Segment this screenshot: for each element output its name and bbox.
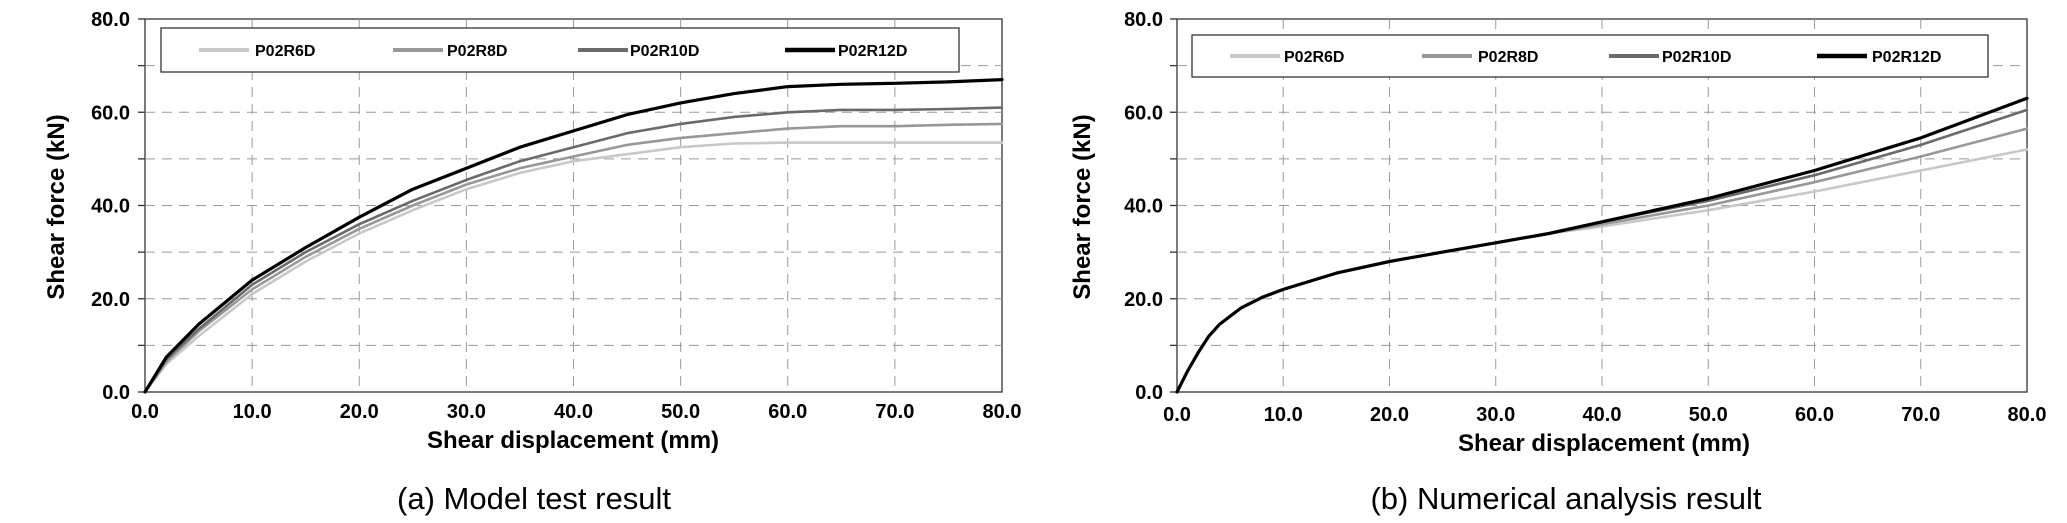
y-tick-label: 40.0 bbox=[1124, 196, 1163, 218]
legend-label: P02R12D bbox=[1872, 49, 1941, 66]
x-tick-label: 30.0 bbox=[1476, 404, 1515, 426]
legend-label: P02R10D bbox=[630, 43, 699, 60]
y-axis-title: Shear force (kN) bbox=[1069, 114, 1096, 299]
legend: P02R6D P02R8D P02R10D P02R12D bbox=[1191, 34, 1989, 78]
x-tick-label: 40.0 bbox=[1583, 404, 1622, 426]
x-tick-label: 0.0 bbox=[1163, 404, 1191, 426]
legend-label: P02R12D bbox=[838, 43, 907, 60]
y-axis-title: Shear force (kN) bbox=[43, 114, 70, 299]
x-tick-label: 20.0 bbox=[340, 401, 379, 423]
series-line-p02r12d bbox=[1175, 96, 2029, 394]
x-tick-label: 60.0 bbox=[768, 401, 807, 423]
x-axis-title: Shear displacement (mm) bbox=[427, 427, 719, 454]
x-tick-label: 80.0 bbox=[2008, 404, 2047, 426]
series-line-p02r8d bbox=[143, 122, 1004, 394]
y-tick-label: 0.0 bbox=[102, 382, 130, 404]
x-tick-label: 60.0 bbox=[1795, 404, 1834, 426]
x-tick-label: 10.0 bbox=[1264, 404, 1303, 426]
legend-label: P02R6D bbox=[1284, 49, 1344, 66]
legend: P02R6D P02R8D P02R10D P02R12D bbox=[160, 27, 960, 73]
x-tick-label: 20.0 bbox=[1370, 404, 1409, 426]
y-tick-label: 80.0 bbox=[1124, 9, 1163, 31]
y-tick-label: 80.0 bbox=[91, 9, 130, 31]
y-tick-label: 20.0 bbox=[91, 289, 130, 311]
x-tick-label: 80.0 bbox=[983, 401, 1022, 423]
y-tick-label: 60.0 bbox=[1124, 102, 1163, 124]
y-tick-label: 0.0 bbox=[1135, 382, 1163, 404]
y-tick-label: 20.0 bbox=[1124, 289, 1163, 311]
x-tick-label: 40.0 bbox=[554, 401, 593, 423]
figure-caption: (b) Numerical analysis result bbox=[1370, 481, 1761, 516]
legend-label: P02R8D bbox=[1478, 49, 1538, 66]
x-tick-label: 0.0 bbox=[131, 401, 159, 423]
x-tick-label: 50.0 bbox=[1689, 404, 1728, 426]
chart-numerical-analysis: 0.0 10.0 20.0 30.0 40.0 50.0 60.0 70.0 80.0 0.0 20… bbox=[1069, 9, 2046, 516]
legend-label: P02R8D bbox=[447, 43, 507, 60]
series-line-p02r6d bbox=[143, 141, 1004, 394]
series-line-p02r12d bbox=[143, 77, 1004, 394]
figure-caption: (a) Model test result bbox=[397, 481, 671, 516]
series-line-p02r10d bbox=[143, 106, 1004, 394]
legend-label: P02R10D bbox=[1662, 49, 1731, 66]
x-tick-label: 70.0 bbox=[875, 401, 914, 423]
y-tick-label: 60.0 bbox=[91, 102, 130, 124]
x-tick-label: 70.0 bbox=[1901, 404, 1940, 426]
x-tick-label: 30.0 bbox=[447, 401, 486, 423]
x-tick-label: 50.0 bbox=[661, 401, 700, 423]
y-tick-label: 40.0 bbox=[91, 196, 130, 218]
x-axis-title: Shear displacement (mm) bbox=[1458, 430, 1750, 457]
chart-model-test: 0.0 10.0 20.0 30.0 40.0 50.0 60.0 70.0 80.0 0.0 20… bbox=[43, 9, 1021, 516]
x-tick-label: 10.0 bbox=[233, 401, 272, 423]
legend-label: P02R6D bbox=[255, 43, 315, 60]
